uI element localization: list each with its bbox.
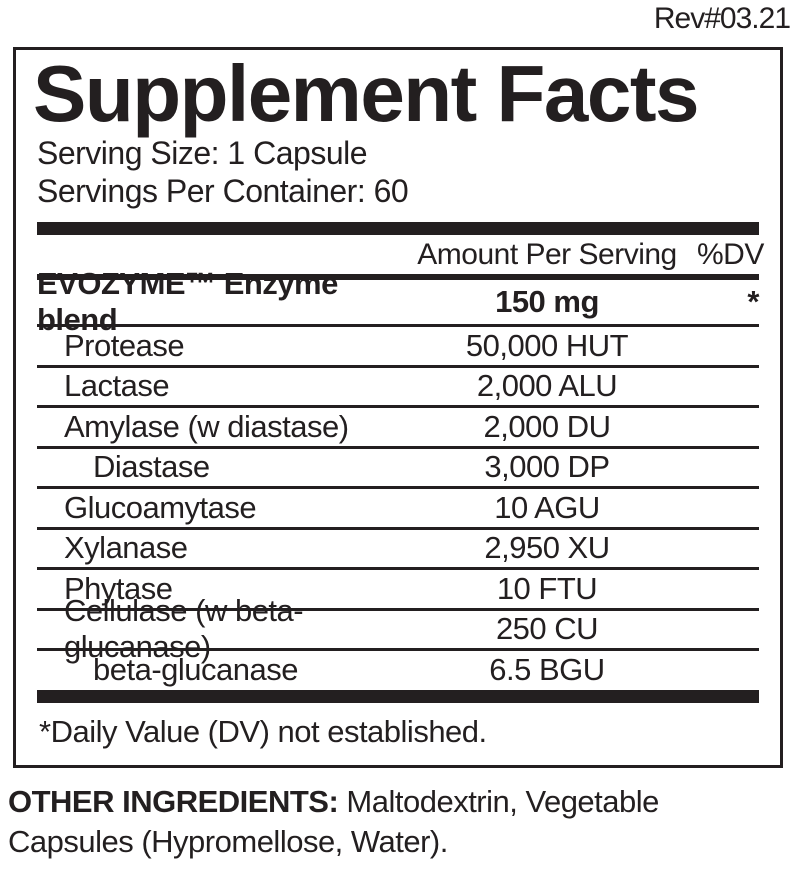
ingredient-amount: 250 CU [495,611,599,647]
supplement-facts-panel: Supplement Facts Serving Size: 1 Capsule… [13,47,783,768]
divider-thick-bottom [37,689,759,703]
ingredient-amount: 3,000 DP [484,449,610,485]
enzyme-blend-row: EVOZYME™ Enzyme blend 150 mg * [37,266,760,337]
ingredient-amount: 2,000 ALU [476,368,618,404]
ingredient-name: Phytase [64,570,173,606]
serving-size: Serving Size: 1 Capsule [37,135,368,171]
table-row: Amylase (w diastase) 2,000 DU [37,405,759,446]
ingredient-name: Cellulase (w beta-glucanase) [64,593,304,665]
table-header-row: Amount Per Serving %DV [37,235,764,280]
panel-title: Supplement Facts [33,49,700,138]
ingredient-name: Amylase (w diastase) [64,408,349,444]
blend-name: EVOZYME™ Enzyme blend [37,266,338,337]
other-ingredients-text: Maltodextrin, Vegetable Capsules (Hyprom… [8,784,659,859]
ingredient-amount: 50,000 HUT [465,327,629,363]
ingredient-name: Lactase [64,368,170,404]
ingredient-name: Xylanase [64,530,188,566]
ingredient-name: Diastase [93,449,210,485]
table-row: Glucoamytase 10 AGU [37,486,759,527]
servings-per-container: Servings Per Container: 60 [37,173,409,209]
ingredient-name: Protease [64,327,185,363]
table-row: Protease 50,000 HUT [37,324,759,365]
table-row: Lactase 2,000 ALU [37,364,759,406]
revision-number: Rev#03.21 [653,2,791,35]
ingredient-name: Glucoamytase [64,489,257,525]
ingredient-amount: 2,950 XU [484,530,610,566]
ingredient-rows: Protease 50,000 HUT Lactase 2,000 ALU Am… [37,324,759,689]
ingredient-amount: 6.5 BGU [489,651,605,687]
ingredient-amount: 10 FTU [496,570,598,606]
ingredient-amount: 2,000 DU [483,408,611,444]
table-row: Cellulase (w beta-glucanase) 250 CU [37,593,759,664]
amount-per-serving-header: Amount Per Serving [417,237,677,271]
blend-amount: 150 mg [495,284,599,319]
divider-thick-top [37,222,759,235]
ingredient-amount: 10 AGU [494,489,600,525]
dv-footnote: *Daily Value (DV) not established. [39,713,487,749]
table-row: beta-glucanase 6.5 BGU [37,648,759,689]
blend-dv-asterisk: * [747,284,759,319]
table-row: Diastase 3,000 DP [37,445,759,487]
percent-dv-header: %DV [697,237,764,271]
ingredient-name: beta-glucanase [93,651,299,687]
other-ingredients: OTHER INGREDIENTS: Maltodextrin, Vegetab… [8,782,783,862]
other-ingredients-label: OTHER INGREDIENTS: [8,784,339,819]
table-row: Phytase 10 FTU [37,567,759,608]
table-row: Xylanase 2,950 XU [37,526,759,568]
